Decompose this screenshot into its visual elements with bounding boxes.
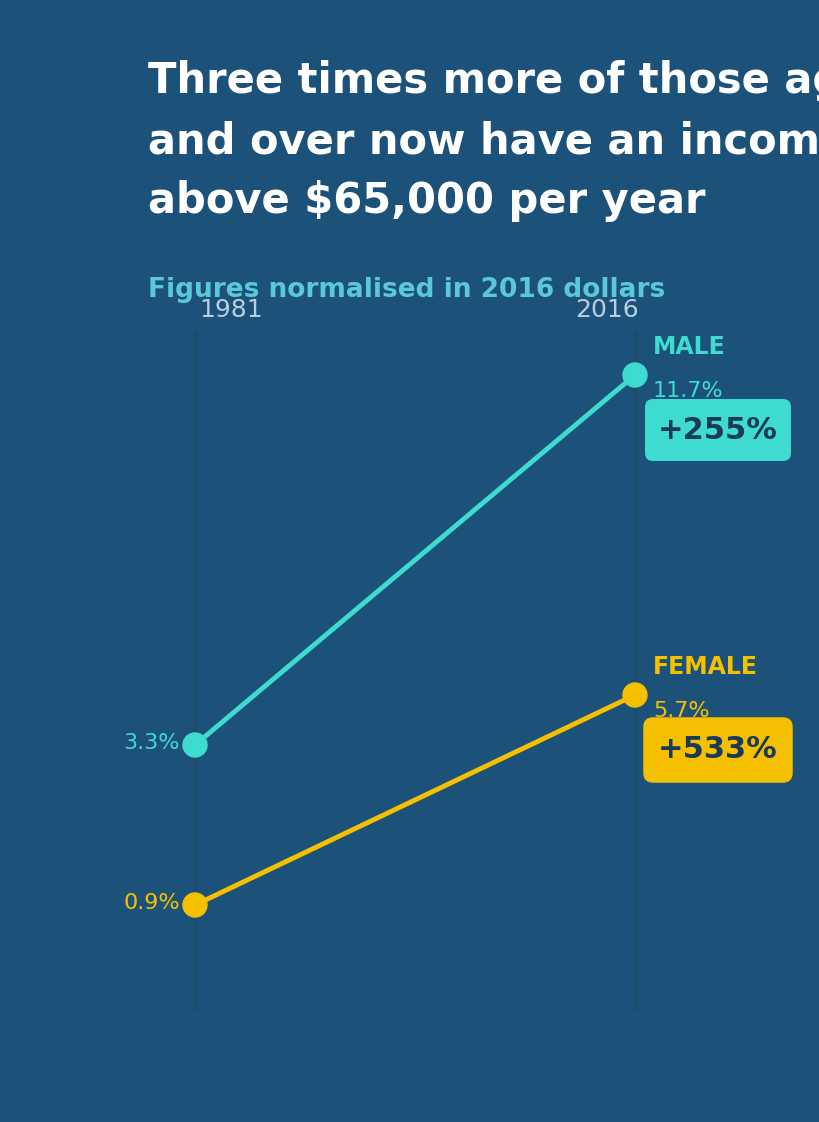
FancyBboxPatch shape: [645, 719, 790, 781]
Text: Three times more of those aged 65: Three times more of those aged 65: [147, 59, 819, 102]
Text: and over now have an income: and over now have an income: [147, 120, 819, 162]
Circle shape: [183, 733, 206, 757]
Text: Figures normalised in 2016 dollars: Figures normalised in 2016 dollars: [147, 277, 664, 303]
Text: 5.7%: 5.7%: [652, 701, 708, 721]
Text: MALE: MALE: [652, 335, 725, 359]
Text: 0.9%: 0.9%: [123, 893, 180, 913]
Circle shape: [622, 683, 646, 707]
Circle shape: [183, 893, 206, 917]
Text: FEMALE: FEMALE: [652, 655, 757, 679]
Circle shape: [622, 364, 646, 387]
Text: above $65,000 per year: above $65,000 per year: [147, 180, 704, 222]
FancyBboxPatch shape: [645, 399, 790, 461]
Text: +533%: +533%: [658, 736, 777, 764]
Text: 2016: 2016: [574, 298, 638, 322]
Text: 3.3%: 3.3%: [124, 733, 180, 753]
Text: 11.7%: 11.7%: [652, 381, 722, 401]
Text: +255%: +255%: [658, 415, 777, 444]
Text: 1981: 1981: [199, 298, 262, 322]
